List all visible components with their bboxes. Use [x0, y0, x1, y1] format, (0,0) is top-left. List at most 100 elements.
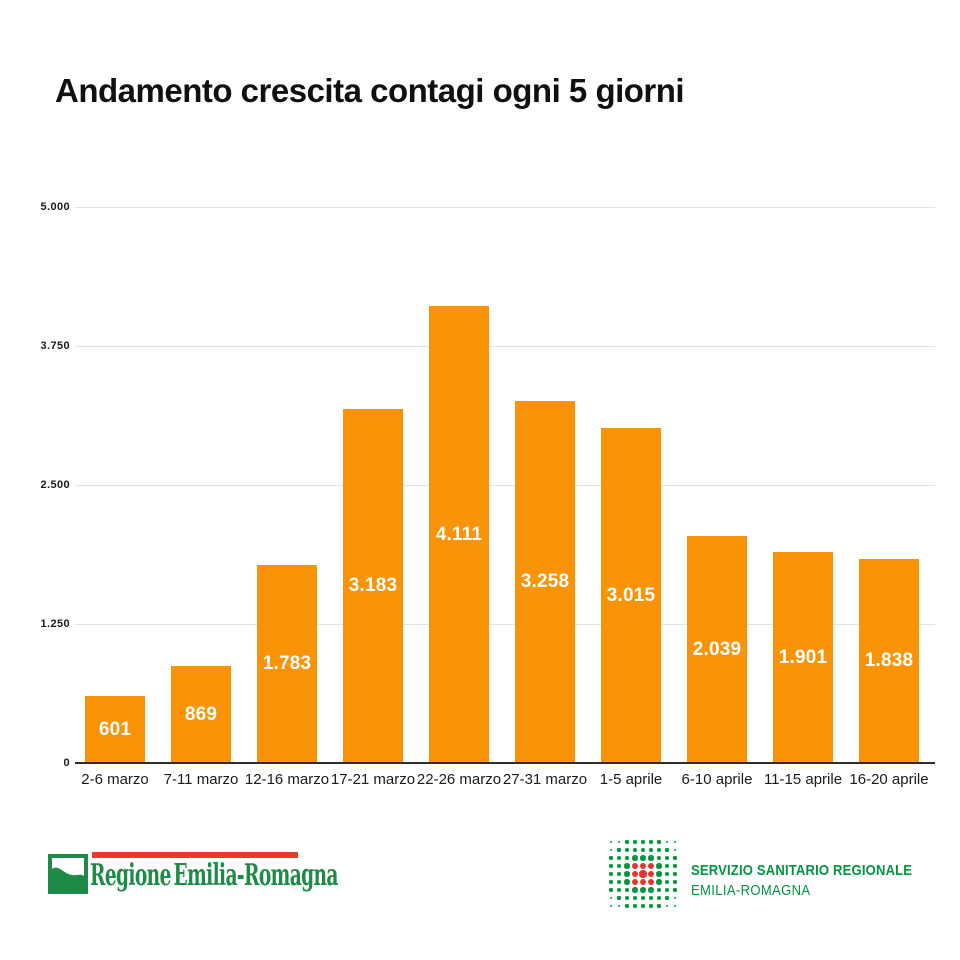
- matrix-dot: [657, 840, 661, 844]
- matrix-dot: [632, 895, 638, 901]
- bar-12-16 marzo: 1.783: [257, 565, 317, 763]
- x-tick-label: 12-16 marzo: [244, 771, 330, 788]
- gridline: [75, 485, 935, 486]
- matrix-dot: [609, 840, 613, 844]
- matrix-dot: [609, 872, 613, 876]
- bar-22-26 marzo: 4.111: [429, 306, 489, 763]
- matrix-dot: [673, 896, 677, 900]
- matrix-dot: [631, 870, 639, 878]
- x-tick-label: 11-15 aprile: [763, 771, 843, 788]
- x-tick-label: 6-10 aprile: [681, 771, 753, 788]
- y-tick-label: 1.250: [40, 618, 70, 630]
- matrix-dot: [664, 879, 670, 885]
- matrix-dot: [673, 888, 677, 892]
- logo-red-bar: [92, 852, 298, 858]
- bar-value-label: 1.783: [262, 653, 312, 674]
- matrix-dot: [665, 904, 669, 908]
- matrix-dot: [640, 855, 646, 861]
- matrix-dot: [641, 840, 645, 844]
- matrix-dot: [640, 895, 646, 901]
- y-tick-label: 5.000: [40, 201, 70, 213]
- matrix-dot: [639, 870, 647, 878]
- bar-7-11 marzo: 869: [171, 666, 231, 763]
- matrix-dot: [624, 863, 630, 869]
- matrix-dot: [640, 887, 646, 893]
- matrix-dot: [664, 871, 670, 877]
- matrix-dot: [625, 904, 629, 908]
- matrix-dot: [640, 847, 646, 853]
- ssr-logo-line1: SERVIZIO SANITARIO REGIONALE: [691, 862, 913, 879]
- matrix-dot: [673, 856, 677, 860]
- matrix-dot: [632, 855, 638, 861]
- matrix-dot: [624, 879, 630, 885]
- matrix-dot: [632, 863, 638, 869]
- bar-1-5 aprile: 3.015: [601, 428, 661, 763]
- matrix-dot: [656, 855, 662, 861]
- region-silhouette-icon: [48, 854, 88, 894]
- matrix-dot: [673, 880, 677, 884]
- matrix-dot: [617, 888, 621, 892]
- matrix-dot: [648, 847, 654, 853]
- matrix-dot: [609, 880, 613, 884]
- bar-11-15 aprile: 1.901: [773, 552, 833, 763]
- gridline: [75, 346, 935, 347]
- page-title: Andamento crescita contagi ogni 5 giorni: [55, 72, 685, 109]
- gridline: [75, 207, 935, 208]
- matrix-dot: [625, 848, 629, 852]
- ssr-logo-text: SERVIZIO SANITARIO REGIONALE EMILIA-ROMA…: [691, 862, 945, 899]
- x-tick-label: 17-21 marzo: [330, 771, 416, 788]
- bar-value-label: 2.039: [692, 638, 742, 660]
- matrix-dot: [633, 904, 637, 908]
- matrix-dot: [616, 871, 622, 877]
- x-tick-label: 27-31 marzo: [502, 771, 588, 788]
- x-tick-label: 22-26 marzo: [416, 771, 502, 788]
- matrix-dot: [665, 888, 669, 892]
- matrix-dot: [648, 863, 654, 869]
- matrix-dot: [649, 840, 653, 844]
- matrix-dot: [656, 887, 662, 893]
- matrix-dot: [617, 848, 621, 852]
- ssr-logo-line2: EMILIA-ROMAGNA: [691, 882, 811, 899]
- bar-2-6 marzo: 601: [85, 696, 145, 763]
- matrix-dot: [625, 840, 629, 844]
- bar-value-label: 601: [98, 718, 132, 740]
- matrix-dot: [648, 887, 654, 893]
- bar-16-20 aprile: 1.838: [859, 559, 919, 763]
- matrix-dot: [665, 856, 669, 860]
- matrix-dot: [665, 848, 669, 852]
- matrix-dot: [664, 863, 670, 869]
- regione-emilia-romagna-logo: Regione Emilia-Romagna: [48, 850, 338, 900]
- matrix-dot: [673, 848, 677, 852]
- matrix-dot: [609, 904, 613, 908]
- matrix-dot: [673, 872, 677, 876]
- bar-value-label: 3.015: [606, 584, 656, 606]
- matrix-dot: [673, 840, 677, 844]
- matrix-dot: [673, 904, 677, 908]
- servizio-sanitario-logo: SERVIZIO SANITARIO REGIONALE EMILIA-ROMA…: [607, 836, 937, 916]
- matrix-dot: [647, 870, 655, 878]
- matrix-dot: [665, 896, 669, 900]
- x-tick-label: 7-11 marzo: [163, 771, 239, 788]
- dot-matrix-icon: [607, 838, 679, 910]
- matrix-dot: [665, 840, 669, 844]
- matrix-dot: [617, 896, 621, 900]
- y-tick-label: 0: [63, 757, 70, 769]
- matrix-dot: [624, 887, 630, 893]
- matrix-dot: [624, 855, 630, 861]
- matrix-dot: [633, 840, 637, 844]
- matrix-dot: [656, 863, 662, 869]
- matrix-dot: [617, 904, 621, 908]
- x-tick-label: 1-5 aprile: [599, 771, 663, 788]
- bar-value-label: 3.258: [520, 571, 570, 592]
- x-tick-label: 2-6 marzo: [81, 771, 149, 788]
- matrix-dot: [609, 864, 613, 868]
- bar-value-label: 3.183: [348, 575, 398, 596]
- bar-value-label: 1.838: [864, 650, 914, 671]
- bar-value-label: 869: [184, 703, 218, 725]
- matrix-dot: [616, 879, 622, 885]
- y-tick-label: 2.500: [40, 479, 70, 491]
- matrix-dot: [648, 895, 654, 901]
- matrix-dot: [673, 864, 677, 868]
- matrix-dot: [656, 879, 662, 885]
- bar-value-label: 1.901: [778, 646, 828, 668]
